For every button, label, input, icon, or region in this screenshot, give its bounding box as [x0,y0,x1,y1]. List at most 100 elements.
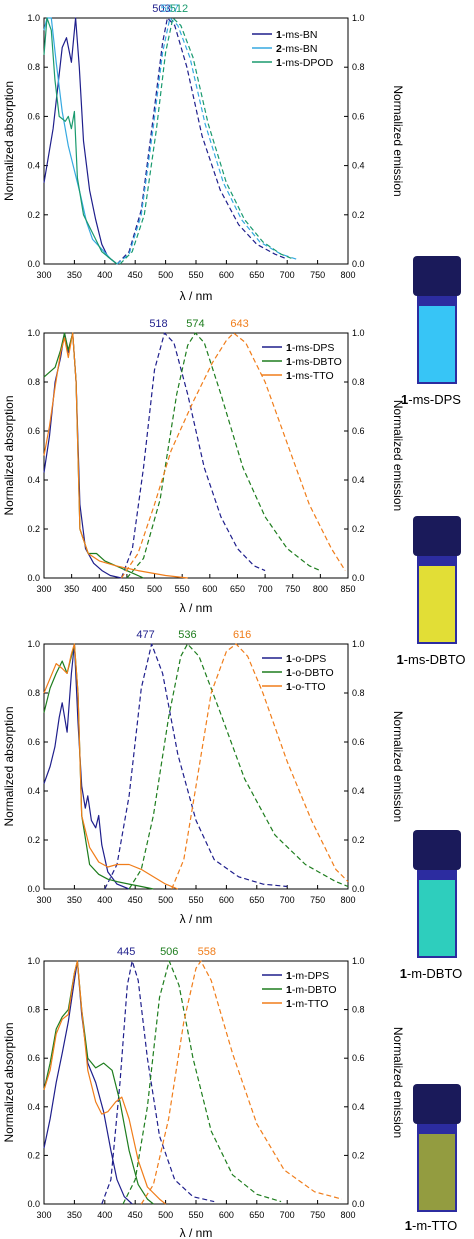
x-tick-label: 700 [280,895,295,905]
y-tick-label-left: 1.0 [27,956,40,966]
peak-label: 518 [149,318,167,330]
y-tick-label-left: 0.8 [27,62,40,72]
y-tick-label-left: 0.0 [27,573,40,583]
x-axis-label: λ / nm [180,912,213,926]
y-tick-label-left: 0.6 [27,737,40,747]
y-tick-label-left: 0.8 [27,688,40,698]
x-tick-label: 300 [36,1210,51,1220]
y-tick-label-left: 0.0 [27,259,40,269]
y-tick-label-left: 1.0 [27,328,40,338]
x-tick-label: 450 [128,895,143,905]
y-tick-label-right: 0.4 [352,161,365,171]
y-tick-label-left: 0.4 [27,1102,40,1112]
y-tick-label-right: 0.4 [352,1102,365,1112]
x-tick-label: 300 [36,584,51,594]
y-tick-label-right: 0.0 [352,884,365,894]
x-tick-label: 700 [280,270,295,280]
y-axis-label-left: Normalized absorption [2,395,16,515]
vial-liquid [419,880,455,956]
legend-entry: 1-ms-DBTO [286,356,342,368]
absorption-line [43,960,154,1205]
legend-entry: 1-o-TTO [286,681,325,693]
emission-line [104,643,288,890]
y-tick-label-right: 0.4 [352,786,365,796]
y-tick-label-left: 0.4 [27,786,40,796]
y-axis-label-right: Normalized emission [391,85,405,196]
y-tick-label-right: 0.0 [352,573,365,583]
absorption-line [43,643,179,890]
emission-line [116,17,297,265]
x-tick-label: 350 [67,895,82,905]
x-tick-label: 400 [97,270,112,280]
absorption-line [43,332,122,579]
legend-entry: 1-ms-BN [276,29,317,41]
vial-label-4: 1-m-TTO [404,1218,458,1233]
peak-label: 477 [136,629,154,641]
absorption-line [43,17,118,265]
x-axis-label: λ / nm [180,601,213,615]
x-tick-label: 350 [67,1210,82,1220]
vial-cap [413,1084,461,1124]
vial-liquid [419,306,455,382]
x-tick-label: 550 [188,895,203,905]
y-tick-label-left: 0.8 [27,377,40,387]
x-tick-label: 550 [175,584,190,594]
x-tick-label: 350 [67,270,82,280]
peak-label: 507 [161,3,179,15]
x-tick-label: 600 [219,1210,234,1220]
x-tick-label: 450 [119,584,134,594]
vial-liquid [419,566,455,642]
y-axis-label-left: Normalized absorption [2,706,16,826]
x-tick-label: 650 [249,895,264,905]
absorption-line [43,17,118,265]
y-tick-label-left: 0.2 [27,210,40,220]
absorption-line [43,643,154,890]
y-tick-label-right: 0.2 [352,1150,365,1160]
legend-entry: 1-ms-DPS [286,342,334,354]
y-axis-label-right: Normalized emission [391,400,405,511]
y-axis-label-left: Normalized absorption [2,81,16,201]
peak-label: 643 [230,318,248,330]
peak-label: 503 [152,3,170,15]
peak-label: 558 [198,946,216,958]
peak-label: 536 [178,629,196,641]
x-tick-label: 800 [313,584,328,594]
x-tick-label: 600 [219,270,234,280]
x-tick-label: 300 [36,270,51,280]
x-tick-label: 550 [188,1210,203,1220]
vial-photo-3 [413,830,461,958]
emission-line [119,17,294,265]
legend-entry: 1-ms-DPOD [276,57,334,69]
x-tick-label: 500 [158,270,173,280]
x-tick-label: 400 [97,1210,112,1220]
emission-line [116,17,288,265]
emission-line [120,332,346,579]
y-tick-label-right: 0.6 [352,111,365,121]
emission-line [140,960,343,1205]
y-tick-label-left: 0.2 [27,1150,40,1160]
y-tick-label-left: 1.0 [27,639,40,649]
y-tick-label-left: 1.0 [27,13,40,23]
vial-photo-1 [413,256,461,384]
peak-label: 506 [160,946,178,958]
y-tick-label-right: 0.6 [352,1053,365,1063]
legend-entry: 1-ms-TTO [286,370,334,382]
x-tick-label: 500 [158,895,173,905]
y-tick-label-right: 0.4 [352,475,365,485]
emission-line [128,643,349,890]
emission-line [122,960,282,1205]
vial-liquid [419,1134,455,1210]
emission-line [120,332,266,579]
legend-entry: 1-o-DPS [286,653,326,665]
x-tick-label: 650 [249,1210,264,1220]
y-tick-label-right: 0.2 [352,210,365,220]
y-tick-label-left: 0.6 [27,1053,40,1063]
x-tick-label: 750 [310,895,325,905]
y-tick-label-left: 0.2 [27,524,40,534]
x-axis-label: λ / nm [180,1226,213,1239]
y-tick-label-right: 0.8 [352,1005,365,1015]
vial-label-1: 1-ms-DPS [401,392,461,407]
